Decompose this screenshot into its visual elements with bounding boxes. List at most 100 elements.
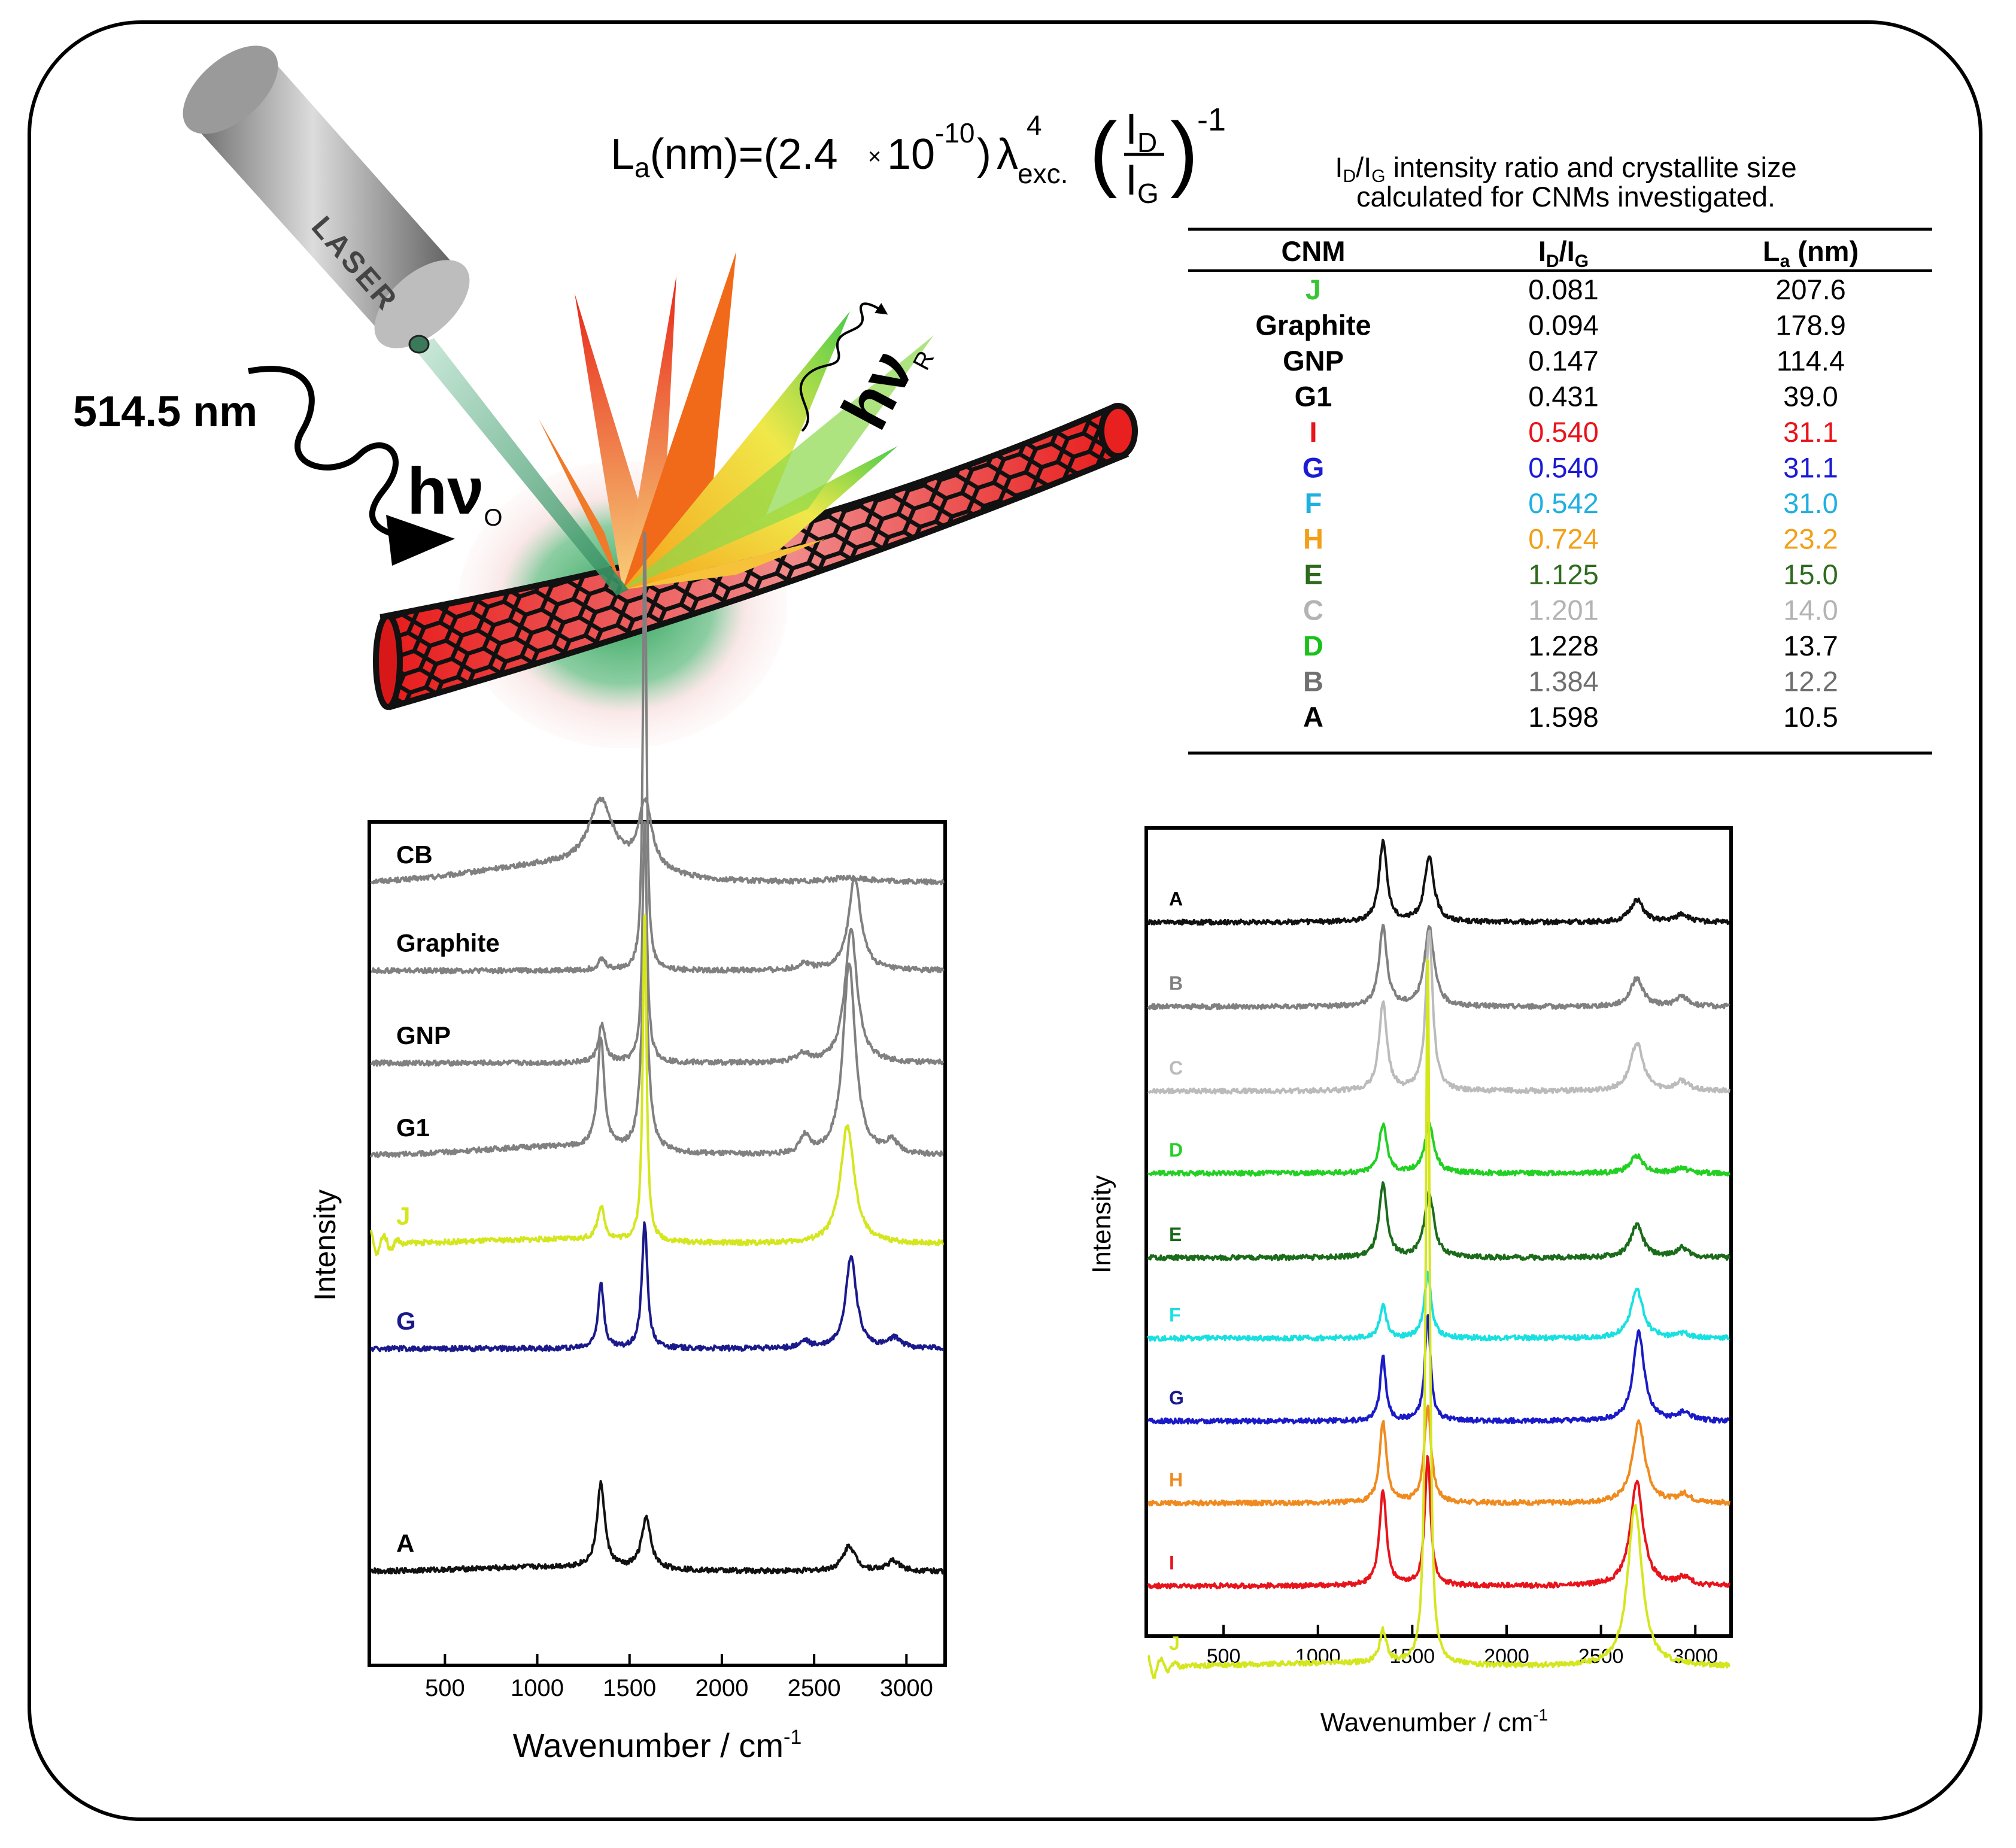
svg-text:): ) — [1170, 105, 1198, 199]
svg-text:(: ( — [1089, 105, 1118, 199]
table-row: G 0.540 31.1 — [1302, 452, 1838, 484]
series-label-c: C — [1169, 1057, 1183, 1079]
series-label-g: G — [1169, 1387, 1184, 1409]
table-cell-ratio: 1.598 — [1528, 701, 1599, 733]
chart-right-ylabel: Intensity — [1087, 1175, 1116, 1273]
table-cell-la: 13.7 — [1783, 630, 1838, 661]
table-cell-ratio: 0.081 — [1528, 274, 1599, 305]
series-label-d: D — [1169, 1139, 1183, 1161]
laser-beam — [413, 338, 629, 596]
series-label-g1: G1 — [396, 1113, 430, 1142]
table-row: A 1.598 10.5 — [1303, 701, 1838, 733]
table-row: B 1.384 12.2 — [1303, 666, 1838, 697]
table-cell-ratio: 0.540 — [1528, 416, 1599, 448]
table-row: GNP 0.147 114.4 — [1283, 345, 1845, 377]
series-label-j: J — [396, 1202, 410, 1230]
chart-left-xlabel: Wavenumber / cm-1 — [513, 1726, 802, 1764]
table-cell-la: 178.9 — [1775, 309, 1846, 341]
table-cell-cnm: B — [1303, 666, 1323, 697]
chart-right-xlabel: Wavenumber / cm-1 — [1320, 1706, 1548, 1737]
hv-in-subscript: O — [484, 505, 502, 531]
figure-frame — [28, 20, 1982, 1821]
table-row: I 0.540 31.1 — [1309, 416, 1838, 448]
table-row: E 1.125 15.0 — [1304, 559, 1838, 590]
table-header-ratio: ID/IG — [1538, 235, 1589, 271]
incoming-photon-wave — [248, 366, 414, 542]
svg-text:10: 10 — [887, 131, 935, 178]
series-line-a — [1147, 839, 1730, 926]
svg-text:-10: -10 — [935, 117, 974, 148]
table-cell-la: 23.2 — [1783, 523, 1838, 555]
table-row: F 0.542 31.0 — [1305, 487, 1838, 519]
series-label-a: A — [1169, 888, 1183, 910]
x-tick-label: 2000 — [695, 1675, 748, 1701]
table-cell-cnm: C — [1303, 594, 1323, 626]
table-cell-ratio: 1.228 — [1528, 630, 1599, 661]
series-label-b: B — [1169, 973, 1183, 994]
series-line-g — [370, 1221, 945, 1352]
table-row: G1 0.431 39.0 — [1295, 381, 1838, 412]
series-line-h — [1147, 1404, 1730, 1507]
table-header-cnm: CNM — [1281, 235, 1345, 267]
series-line-d — [1147, 1121, 1730, 1177]
x-tick-label: 500 — [425, 1675, 465, 1701]
svg-text:IG: IG — [1125, 156, 1159, 209]
svg-text:4: 4 — [1027, 110, 1042, 141]
table-cell-cnm: G — [1302, 452, 1325, 484]
table-cell-cnm: Graphite — [1255, 309, 1371, 341]
series-line-j — [370, 914, 945, 1257]
chart-right-plot-frame — [1144, 826, 1733, 1638]
laser-source: LASER — [183, 45, 470, 354]
series-label-e: E — [1169, 1224, 1182, 1245]
svg-text:λ: λ — [997, 131, 1018, 178]
crystallite-size-formula: La(nm)=(2.4 × 10 -10 ) λ 4 exc. ( ID IG … — [611, 102, 1226, 209]
table-cell-ratio: 0.147 — [1528, 345, 1599, 377]
series-label-h: H — [1169, 1469, 1183, 1491]
table-cell-cnm: E — [1304, 559, 1322, 590]
table-cell-ratio: 0.431 — [1528, 381, 1599, 412]
svg-text:ID: ID — [1125, 105, 1157, 158]
x-tick-label: 3000 — [880, 1675, 933, 1701]
table-row: C 1.201 14.0 — [1303, 594, 1838, 626]
series-line-g1 — [370, 957, 944, 1158]
wavelength-label: 514.5 nm — [73, 388, 257, 436]
x-tick-label: 1000 — [511, 1675, 564, 1701]
table-cell-cnm: D — [1303, 630, 1323, 661]
table-cell-cnm: A — [1303, 701, 1323, 733]
table-cell-la: 207.6 — [1775, 274, 1846, 305]
table-cell-la: 31.1 — [1783, 452, 1838, 484]
x-tick-label: 2500 — [788, 1675, 841, 1701]
svg-text:La(nm)=(2.4: La(nm)=(2.4 — [611, 131, 838, 183]
svg-text:×: × — [868, 144, 881, 169]
table-cell-ratio: 1.384 — [1528, 666, 1599, 697]
table-body: J 0.081 207.6 Graphite 0.094 178.9 GNP 0.147 114… — [1255, 274, 1845, 733]
crystallite-size-table: ID/IG intensity ratio and crystallite si… — [1188, 151, 1932, 755]
table-cell-la: 15.0 — [1783, 559, 1838, 590]
hv-in-label: hνO — [407, 454, 503, 531]
raman-illustration: LASER 514.5 nm hνO hνR — [73, 45, 1138, 748]
table-cell-la: 10.5 — [1783, 701, 1838, 733]
table-cell-cnm: G1 — [1295, 381, 1332, 412]
table-cell-cnm: H — [1303, 523, 1323, 555]
x-tick-label: 1500 — [603, 1675, 656, 1701]
series-label-f: F — [1169, 1304, 1181, 1325]
svg-text:): ) — [977, 131, 991, 178]
table-cell-ratio: 0.540 — [1528, 452, 1599, 484]
series-label-g: G — [396, 1307, 416, 1335]
table-cell-ratio: 0.542 — [1528, 487, 1599, 519]
table-cell-ratio: 1.125 — [1528, 559, 1599, 590]
series-line-cb — [370, 796, 945, 886]
table-cell-la: 31.1 — [1783, 416, 1838, 448]
table-cell-ratio: 0.724 — [1528, 523, 1599, 555]
table-cell-cnm: GNP — [1283, 345, 1344, 377]
table-caption-line2: calculated for CNMs investigated. — [1356, 181, 1775, 213]
table-row: H 0.724 23.2 — [1303, 523, 1838, 555]
table-row: Graphite 0.094 178.9 — [1255, 309, 1845, 341]
outgoing-photon-wave — [799, 302, 888, 432]
table-cell-la: 39.0 — [1783, 381, 1838, 412]
series-label-a: A — [396, 1530, 414, 1558]
series-label-gnp: GNP — [396, 1021, 451, 1049]
series-label-i: I — [1169, 1552, 1174, 1573]
table-cell-la: 31.0 — [1783, 487, 1838, 519]
